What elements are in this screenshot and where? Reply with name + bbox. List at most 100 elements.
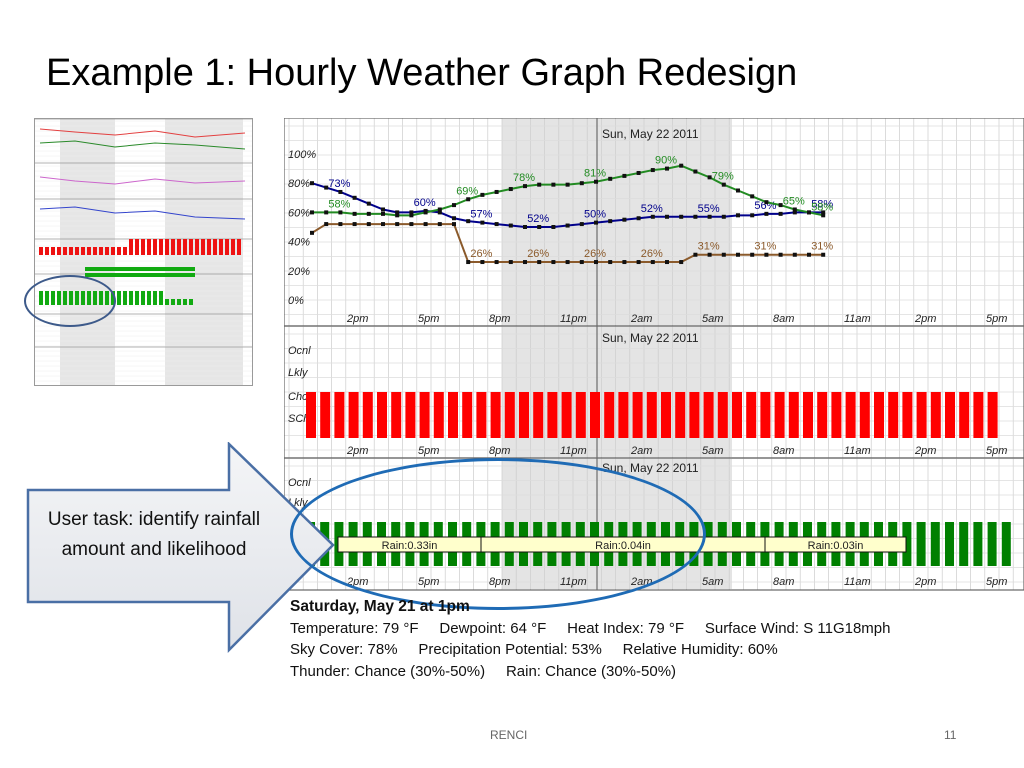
data-label: 79% bbox=[712, 171, 734, 183]
series-point bbox=[338, 222, 343, 227]
series-point bbox=[409, 213, 414, 218]
thunder-bar bbox=[930, 392, 941, 438]
series-point bbox=[523, 225, 527, 229]
thumb-green-bar bbox=[123, 291, 127, 305]
series-point bbox=[395, 213, 400, 218]
data-label: 55% bbox=[698, 203, 720, 215]
data-label: 31% bbox=[698, 241, 720, 253]
panel1-date-label: Sun, May 22 2011 bbox=[602, 127, 699, 141]
series-point bbox=[821, 210, 826, 215]
y-category-label: Lkly bbox=[288, 367, 309, 379]
rain-highlight-oval bbox=[290, 458, 706, 610]
series-point bbox=[821, 252, 826, 257]
thunder-bar bbox=[916, 392, 927, 438]
series-point bbox=[792, 252, 797, 257]
x-tick-label: 8am bbox=[773, 313, 794, 325]
rain-amount-label: Rain:0.03in bbox=[808, 540, 864, 552]
x-tick-label: 2pm bbox=[914, 313, 936, 325]
series-point bbox=[736, 252, 740, 257]
x-tick-label: 8am bbox=[773, 576, 794, 588]
series-point bbox=[452, 216, 456, 221]
thunder-bar bbox=[959, 392, 970, 438]
series-point bbox=[551, 182, 556, 187]
series-point bbox=[310, 181, 314, 186]
thunder-bar bbox=[746, 392, 757, 438]
rain-bar bbox=[1001, 522, 1011, 566]
data-label: 58% bbox=[328, 198, 350, 210]
x-tick-label: 11am bbox=[844, 445, 871, 457]
thumb-green-bar bbox=[183, 299, 187, 305]
thunder-bar bbox=[817, 392, 828, 438]
series-point bbox=[650, 260, 655, 265]
details-line-thunder-rain: Thunder: Chance (30%-50%) Rain: Chance (… bbox=[290, 662, 677, 680]
thumb-green-bar bbox=[153, 291, 157, 305]
thunder-bar bbox=[604, 392, 615, 438]
series-point bbox=[636, 260, 641, 265]
thumb-green-block bbox=[85, 267, 195, 271]
data-label: 78% bbox=[513, 172, 535, 184]
series-point bbox=[310, 230, 314, 235]
series-point bbox=[721, 252, 726, 257]
series-point bbox=[594, 220, 598, 225]
y-tick-label: 80% bbox=[288, 178, 310, 190]
thunder-bar bbox=[547, 392, 558, 438]
data-label: 52% bbox=[527, 213, 549, 225]
thunder-bar bbox=[973, 392, 984, 438]
thunder-bar bbox=[533, 392, 544, 438]
thumb-red-bar bbox=[231, 239, 235, 255]
series-point bbox=[551, 260, 556, 265]
thunder-bar bbox=[689, 392, 700, 438]
y-tick-label: 20% bbox=[287, 266, 310, 278]
thunder-bar bbox=[504, 392, 515, 438]
series-point bbox=[721, 214, 726, 219]
series-point bbox=[565, 260, 570, 265]
thumb-green-bar bbox=[159, 291, 163, 305]
data-label: 31% bbox=[811, 241, 833, 253]
series-point bbox=[508, 223, 513, 228]
thumb-green-bar bbox=[141, 291, 145, 305]
series-point bbox=[452, 203, 456, 208]
thunder-bar bbox=[377, 392, 387, 438]
series-point bbox=[622, 173, 627, 178]
rain-bar bbox=[902, 522, 912, 566]
series-point bbox=[750, 213, 755, 218]
series-point bbox=[437, 210, 442, 215]
thunder-bar bbox=[561, 392, 572, 438]
series-point bbox=[565, 182, 570, 187]
series-point bbox=[494, 222, 499, 227]
x-tick-label: 8pm bbox=[489, 445, 510, 457]
thunder-bar bbox=[362, 392, 373, 438]
details-line-sky-cover: Sky Cover: 78% Precipitation Potential: … bbox=[290, 641, 778, 658]
series-point bbox=[338, 189, 343, 194]
series-point bbox=[395, 210, 400, 215]
thumb-red-bar bbox=[111, 247, 115, 255]
series-point bbox=[707, 214, 712, 219]
thumb-green-bar bbox=[171, 299, 175, 305]
series-point bbox=[565, 223, 570, 228]
series-point bbox=[366, 201, 371, 206]
thunder-bar bbox=[433, 392, 444, 438]
details-title: Saturday, May 21 at 1pm bbox=[290, 598, 470, 615]
series-point bbox=[778, 211, 783, 216]
series-point bbox=[310, 210, 314, 215]
series-point bbox=[352, 195, 357, 200]
series-point bbox=[679, 163, 684, 168]
series-point bbox=[778, 252, 783, 257]
thumb-red-bar bbox=[141, 239, 145, 255]
series-point bbox=[594, 260, 598, 265]
data-label: 69% bbox=[456, 185, 478, 197]
series-point bbox=[650, 168, 655, 173]
series-point bbox=[423, 222, 428, 227]
thumb-line bbox=[39, 128, 246, 138]
thunder-bar bbox=[888, 392, 899, 438]
series-point bbox=[352, 211, 357, 216]
series-point bbox=[494, 189, 499, 194]
series-point bbox=[381, 207, 385, 212]
data-label: 57% bbox=[470, 209, 492, 221]
thumb-red-bar bbox=[201, 239, 205, 255]
thumb-red-bar bbox=[129, 239, 133, 255]
x-tick-label: 5pm bbox=[986, 313, 1007, 325]
thunder-bar bbox=[987, 392, 998, 438]
series-point bbox=[807, 252, 811, 257]
night-shading bbox=[502, 119, 732, 325]
